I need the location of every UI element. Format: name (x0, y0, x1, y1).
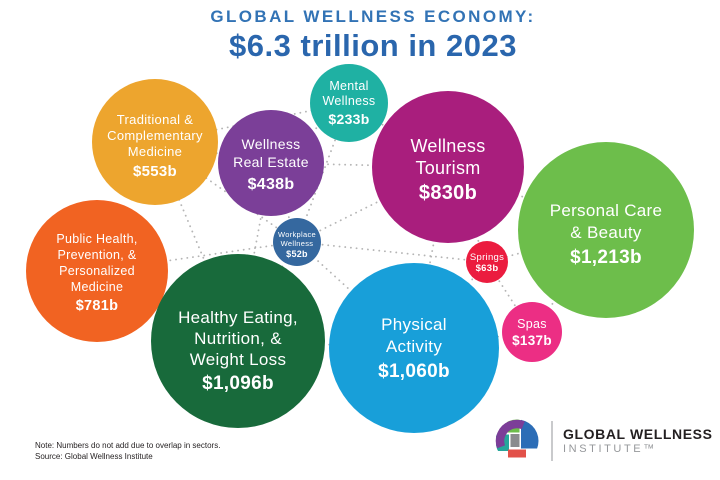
bubble-label: Weight Loss (190, 350, 287, 369)
bubble-label: Wellness (323, 94, 376, 108)
bubble-circle (218, 110, 324, 216)
bubble-label: Wellness (242, 136, 301, 152)
bubble-circle (466, 241, 508, 283)
bubble-circle (502, 302, 562, 362)
bubble-circle (310, 64, 388, 142)
gwi-logo-icon (495, 419, 539, 463)
footnote: Note: Numbers do not add due to overlap … (35, 441, 220, 462)
bubble-value: $1,060b (378, 361, 450, 382)
bubble-label: Activity (386, 337, 442, 356)
bubble-label: Personal Care (550, 201, 663, 220)
bubble-value: $233b (328, 111, 369, 127)
bubble-circle (273, 218, 321, 266)
bubble-label: Wellness (281, 239, 314, 248)
logo-text: GLOBAL WELLNESS INSTITUTE™ (563, 427, 713, 455)
bubble-label: Wellness (410, 136, 485, 156)
bubble-traditional-complementary-medicine: Traditional & Complementary Medicine $55… (92, 79, 218, 205)
bubble-label: Public Health, (56, 232, 137, 246)
bubble-label: Medicine (128, 144, 182, 159)
bubble-spas: Spas $137b (502, 302, 562, 362)
bubble-value: $553b (133, 163, 177, 180)
chart-title-line1: GLOBAL WELLNESS ECONOMY: (210, 7, 536, 26)
logo-tile-gray (510, 434, 520, 447)
bubble-label: Mental (329, 79, 368, 93)
bubble-value: $830b (419, 182, 477, 204)
bubble-healthy-eating-nutrition-weight-loss: Healthy Eating, Nutrition, & Weight Loss… (151, 254, 325, 428)
bubble-label: Physical (381, 315, 447, 334)
bubble-label: & Beauty (570, 223, 642, 242)
logo-subname: INSTITUTE™ (563, 443, 657, 455)
bubble-personal-care-beauty: Personal Care & Beauty $1,213b (518, 142, 694, 318)
bubble-circle (151, 254, 325, 428)
bubble-circle (329, 263, 499, 433)
bubble-circle (26, 200, 168, 342)
bubble-label: Tourism (415, 158, 480, 178)
logo-name: GLOBAL WELLNESS (563, 426, 713, 442)
logo-tile-red (508, 449, 526, 458)
logo-arc-purple (495, 419, 539, 463)
footnote-note: Note: Numbers do not add due to overlap … (35, 441, 221, 450)
bubble-wellness-tourism: Wellness Tourism $830b (372, 91, 524, 243)
bubble-label: Workplace (278, 230, 316, 239)
bubble-label: Prevention, & (58, 248, 137, 262)
bubble-label: Nutrition, & (194, 329, 282, 348)
gwi-logo: GLOBAL WELLNESS INSTITUTE™ (494, 418, 713, 464)
bubble-value: $63b (476, 263, 499, 274)
bubble-physical-activity: Physical Activity $1,060b (329, 263, 499, 433)
bubble-springs: Springs $63b (466, 241, 508, 283)
bubble-public-health-prevention-personalized-medicine: Public Health, Prevention, & Personalize… (26, 200, 168, 342)
bubble-label: Spas (517, 317, 547, 331)
bubble-label: Personalized (59, 264, 135, 278)
bubble-wellness-real-estate: Wellness Real Estate $438b (218, 110, 324, 216)
bubble-label: Traditional & (117, 112, 193, 127)
bubble-value: $438b (248, 176, 295, 193)
bubble-mental-wellness: Mental Wellness $233b (310, 64, 388, 142)
bubble-value: $781b (76, 298, 119, 314)
bubble-label: Real Estate (233, 154, 309, 170)
logo-divider (551, 421, 553, 461)
bubble-label: Springs (470, 252, 504, 263)
bubble-value: $52b (286, 249, 308, 259)
bubble-circle (372, 91, 524, 243)
chart-title: GLOBAL WELLNESS ECONOMY: $6.3 trillion i… (13, 8, 720, 61)
bubble-value: $1,096b (202, 373, 274, 394)
bubble-value: $1,213b (570, 247, 642, 268)
bubble-label: Medicine (71, 280, 123, 294)
bubble-workplace-wellness: Workplace Wellness $52b (273, 218, 321, 266)
bubble-label: Complementary (107, 128, 203, 143)
bubble-label: Healthy Eating, (178, 308, 298, 327)
bubble-circle (92, 79, 218, 205)
bubble-value: $137b (512, 333, 552, 348)
chart-title-line2: $6.3 trillion in 2023 (229, 28, 517, 63)
bubble-circle (518, 142, 694, 318)
footnote-source: Source: Global Wellness Institute (35, 451, 153, 461)
